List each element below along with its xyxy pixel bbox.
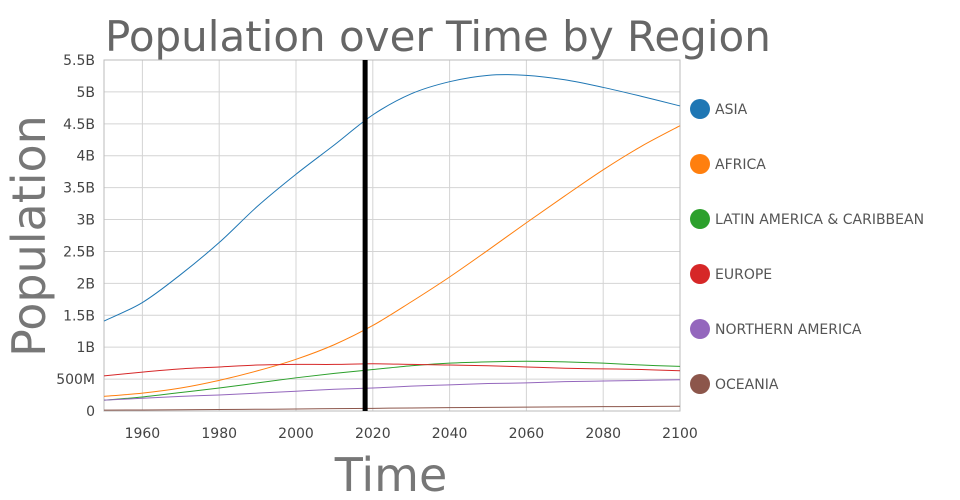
legend-swatch-latin-america-caribbean[interactable] bbox=[690, 209, 710, 229]
x-tick-label: 1980 bbox=[201, 426, 237, 442]
y-tick-label: 4B bbox=[76, 149, 95, 165]
y-tick-label: 3B bbox=[76, 213, 95, 229]
x-tick-label: 1960 bbox=[125, 426, 161, 442]
y-tick-label: 1B bbox=[76, 340, 95, 356]
legend-label-asia[interactable]: ASIA bbox=[715, 102, 748, 118]
axis-ticks: 0 500M 1B 1.5B 2B 2.5B 3B 3.5B 4B 4.5B 5B 5.5B 1960 1… bbox=[56, 53, 698, 442]
y-tick-label: 4.5B bbox=[63, 117, 95, 133]
plot-series bbox=[103, 74, 681, 411]
y-tick-label: 1.5B bbox=[63, 308, 95, 324]
legend-swatch-oceania[interactable] bbox=[690, 374, 710, 394]
legend-swatch-asia[interactable] bbox=[690, 99, 710, 119]
x-tick-label: 2020 bbox=[355, 426, 391, 442]
y-tick-label: 2.5B bbox=[63, 244, 95, 260]
grid bbox=[103, 59, 681, 412]
series-line-asia bbox=[103, 74, 681, 322]
x-tick-label: 2080 bbox=[585, 426, 621, 442]
y-tick-label: 5B bbox=[76, 85, 95, 101]
legend-label-europe[interactable]: EUROPE bbox=[715, 267, 772, 283]
y-tick-label: 0 bbox=[86, 404, 95, 420]
x-tick-label: 2040 bbox=[432, 426, 468, 442]
x-tick-label: 2000 bbox=[278, 426, 314, 442]
legend-swatch-europe[interactable] bbox=[690, 264, 710, 284]
y-tick-label: 2B bbox=[76, 276, 95, 292]
series-line-africa bbox=[103, 125, 681, 397]
series-line-oceania bbox=[103, 405, 681, 411]
legend-label-oceania[interactable]: OCEANIA bbox=[715, 377, 779, 393]
y-tick-label: 5.5B bbox=[63, 53, 95, 69]
x-tick-label: 2060 bbox=[509, 426, 545, 442]
y-tick-label: 3.5B bbox=[63, 181, 95, 197]
chart-title: Population over Time by Region bbox=[105, 12, 771, 61]
x-tick-label: 2100 bbox=[662, 426, 698, 442]
series-line-northern-america bbox=[103, 379, 681, 401]
legend-swatch-africa[interactable] bbox=[690, 154, 710, 174]
legend: ASIA AFRICA LATIN AMERICA & CARIBBEAN EUROP… bbox=[690, 99, 924, 394]
plot-frame bbox=[103, 59, 681, 412]
legend-label-latin-america-caribbean[interactable]: LATIN AMERICA & CARIBBEAN bbox=[715, 212, 924, 228]
y-axis-label: Population bbox=[2, 115, 56, 357]
legend-label-africa[interactable]: AFRICA bbox=[715, 157, 766, 173]
y-tick-label: 500M bbox=[56, 372, 95, 388]
series-line-europe bbox=[103, 363, 681, 377]
x-axis-label: Time bbox=[334, 448, 448, 500]
series-line-latin-america-caribbean bbox=[103, 360, 681, 401]
legend-label-northern-america[interactable]: NORTHERN AMERICA bbox=[715, 322, 862, 338]
legend-swatch-northern-america[interactable] bbox=[690, 319, 710, 339]
